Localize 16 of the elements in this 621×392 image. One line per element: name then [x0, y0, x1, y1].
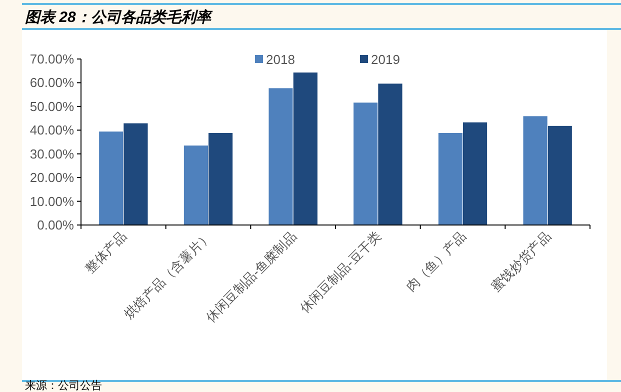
- chart-title: 图表 28：公司各品类毛利率: [25, 8, 213, 26]
- x-tick-label: 整体产品: [82, 228, 130, 276]
- y-tick-label: 10.00%: [30, 194, 74, 209]
- x-tick-label: 休闲豆制品-豆干类: [296, 228, 384, 316]
- source-note: 来源：公司公告: [25, 379, 102, 392]
- y-tick-label: 20.00%: [30, 170, 74, 186]
- x-tick-label: 肉（鱼）产品: [403, 228, 469, 294]
- y-tick-label: 30.00%: [30, 146, 74, 162]
- legend-label: 2019: [371, 52, 400, 67]
- y-tick-label: 70.00%: [30, 52, 74, 66]
- legend-label: 2018: [266, 52, 295, 67]
- y-tick-label: 0.00%: [37, 218, 74, 232]
- y-tick-label: 40.00%: [30, 122, 74, 138]
- x-tick-label: 蜜饯炒货产品: [488, 228, 554, 294]
- y-tick-label: 60.00%: [30, 75, 74, 90]
- y-tick-label: 50.00%: [30, 98, 74, 114]
